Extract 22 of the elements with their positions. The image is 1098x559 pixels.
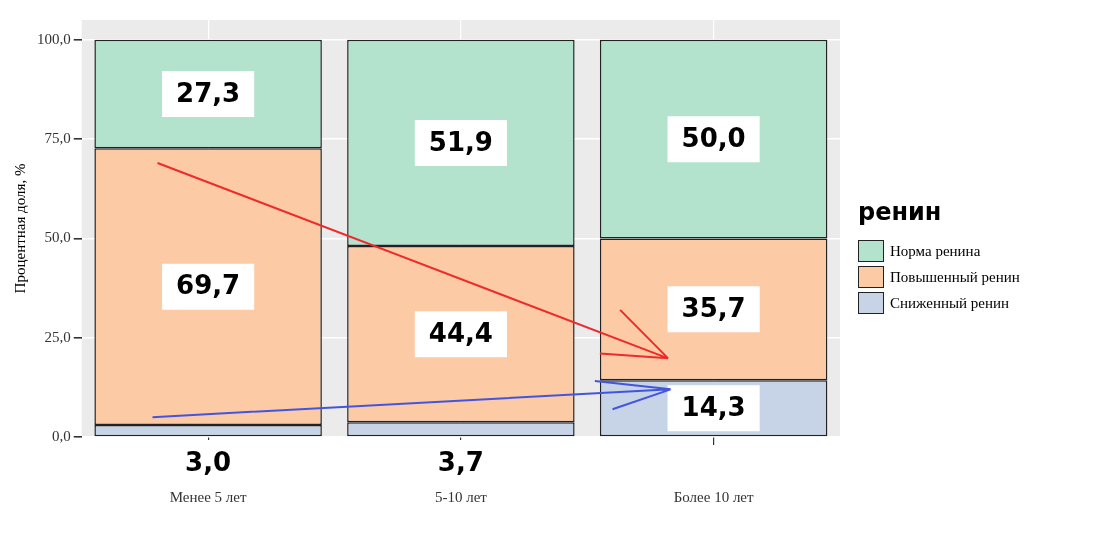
text: 27,3: [176, 77, 241, 108]
y-tick-label: 75,0: [44, 130, 71, 147]
y-axis-title: Процентная доля, %: [11, 163, 28, 294]
text: 3,7: [437, 446, 484, 477]
x-tick-label: 5-10 лет: [434, 488, 488, 505]
x-tick-label: Более 10 лет: [673, 488, 755, 505]
text: 44,4: [428, 317, 493, 348]
text: 69,7: [176, 270, 241, 301]
y-tick-label: 50,0: [44, 229, 71, 246]
text: 14,3: [681, 391, 746, 422]
y-tick-label: 100,0: [37, 30, 71, 47]
text: 51,9: [428, 126, 493, 157]
text: 50,0: [681, 122, 746, 153]
legend-label: Норма ренина: [890, 242, 981, 260]
text: 3,0: [185, 446, 232, 477]
y-tick-label: 25,0: [44, 328, 71, 345]
y-tick-label: 0,0: [52, 427, 71, 444]
text: Повышенный ренин: [890, 268, 1020, 286]
legend-title: ренин: [858, 198, 943, 226]
legend-label: Сниженный ренин: [890, 294, 1010, 312]
x-tick-label: Менее 5 лет: [169, 488, 247, 505]
text: 35,7: [681, 293, 746, 324]
